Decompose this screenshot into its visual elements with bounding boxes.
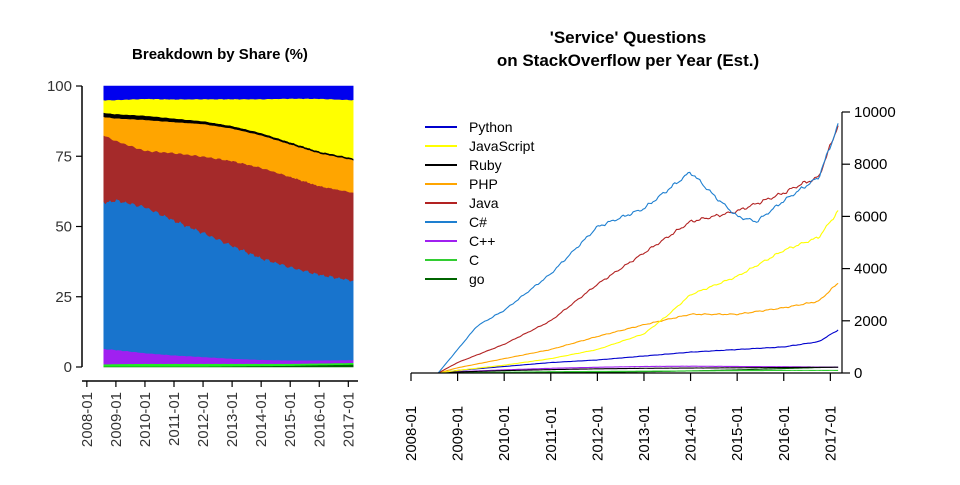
left-x-tick-label: 2010-01 — [137, 392, 154, 447]
right-x-tick-label: 2017-01 — [822, 406, 839, 461]
right-x-tick-label: 2010-01 — [496, 406, 513, 461]
line-javascript — [438, 210, 839, 374]
share-area-chart: Breakdown by Share (%) 0 25 50 75 100 2008-01… — [47, 46, 358, 447]
right-axes: 2008-01 2009-01 2010-01 2011-01 2012-01 2013-… — [403, 104, 896, 461]
legend-label-go: go — [469, 271, 485, 287]
legend-label-c-: C# — [469, 214, 487, 230]
left-y-tick-label: 75 — [55, 148, 72, 165]
left-y-tick-label: 100 — [47, 78, 72, 95]
legend-label-java: Java — [469, 195, 499, 211]
right-x-tick-label: 2013-01 — [636, 406, 653, 461]
area-python — [103, 85, 354, 101]
legend: Python JavaScript Ruby PHP Java C# C++ Cgo — [425, 119, 534, 287]
line-c- — [437, 123, 839, 374]
left-x-tick-label: 2013-01 — [224, 392, 241, 447]
right-y-tick-label: 2000 — [854, 313, 887, 330]
right-x-tick-label: 2016-01 — [776, 406, 793, 461]
left-x-tick-label: 2009-01 — [108, 392, 125, 447]
right-y-tick-label: 6000 — [854, 208, 887, 225]
left-x-tick-label: 2016-01 — [311, 392, 328, 447]
left-y-tick-label: 50 — [55, 219, 72, 236]
left-x-tick-label: 2017-01 — [340, 392, 357, 447]
right-y-tick-label: 0 — [854, 365, 862, 382]
questions-line-chart: 'Service' Questions on StackOverflow per… — [403, 28, 896, 461]
right-x-tick-label: 2011-01 — [543, 407, 560, 461]
line-php — [438, 282, 839, 374]
left-chart-title: Breakdown by Share (%) — [132, 46, 308, 63]
line-c — [438, 369, 839, 374]
right-x-tick-label: 2008-01 — [403, 406, 420, 461]
right-y-tick-label: 8000 — [854, 156, 887, 173]
left-y-tick-label: 0 — [64, 359, 72, 376]
right-x-tick-label: 2015-01 — [729, 406, 746, 461]
legend-label-php: PHP — [469, 176, 498, 192]
line-ruby — [438, 366, 839, 374]
left-x-tick-label: 2008-01 — [79, 392, 96, 447]
left-x-tick-label: 2012-01 — [195, 392, 212, 447]
right-chart-title-line1: 'Service' Questions — [550, 28, 706, 47]
legend-label-c: C — [469, 252, 479, 268]
left-x-tick-label: 2015-01 — [282, 392, 299, 447]
right-x-tick-label: 2014-01 — [683, 406, 700, 461]
left-y-tick-label: 25 — [55, 289, 72, 306]
legend-label-ruby: Ruby — [469, 157, 502, 173]
right-x-tick-label: 2009-01 — [450, 406, 467, 461]
line-python — [438, 329, 839, 374]
legend-label-javascript: JavaScript — [469, 138, 534, 154]
right-y-tick-label: 4000 — [854, 261, 887, 278]
right-x-tick-label: 2012-01 — [589, 406, 606, 461]
legend-label-c-: C++ — [469, 233, 495, 249]
line-c- — [438, 365, 839, 374]
right-chart-title-line2: on StackOverflow per Year (Est.) — [497, 51, 759, 70]
left-axes: 0 25 50 75 100 2008-01 2009-01 2010-01 2011-01 20… — [47, 78, 358, 447]
legend-label-python: Python — [469, 119, 513, 135]
right-y-tick-label: 10000 — [854, 104, 896, 121]
line-java — [437, 125, 839, 374]
left-area-layers — [103, 85, 354, 368]
right-series-lines — [437, 123, 839, 374]
left-x-tick-label: 2011-01 — [166, 392, 183, 446]
left-x-tick-label: 2014-01 — [253, 392, 270, 447]
